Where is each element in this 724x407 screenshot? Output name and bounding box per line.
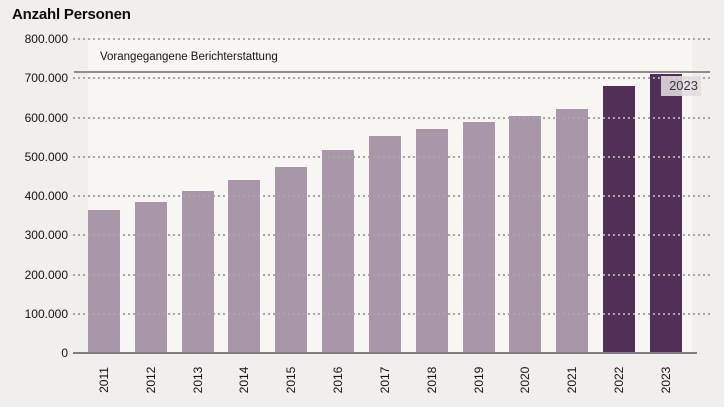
x-tick-label-2018: 2018 [424,366,439,394]
gridline-100.000 [73,312,712,315]
y-tick-label: 200.000 [24,267,68,282]
bar-2021 [556,109,589,353]
chart-title: Anzahl Personen [12,6,131,23]
x-tick-label-2021: 2021 [565,366,580,394]
y-tick-label: 300.000 [24,228,68,243]
bar-2016 [322,149,355,353]
reference-line [74,71,710,74]
gridline-800.000 [73,38,712,40]
gridline-500.000 [73,155,712,158]
x-tick-label-2022: 2022 [612,366,627,394]
x-tick-label-2014: 2014 [237,366,252,394]
x-tick-label-2011: 2011 [97,367,111,393]
y-tick-label: 400.000 [24,189,68,203]
reference-line-label: Vorangegangene Berichterstattung [100,51,278,63]
x-tick-label-2019: 2019 [471,366,486,394]
y-tick-label: 800.000 [24,32,68,46]
x-tick-label-2023: 2023 [658,366,673,394]
bar-2015 [275,166,308,353]
bar-2012 [134,201,167,353]
y-tick-label: 0 [61,346,68,360]
bar-2014 [228,179,261,353]
y-tick-label: 700.000 [24,71,68,86]
bar-2018 [415,128,448,353]
highlight-year-callout: 2023 [661,76,701,96]
bar-2017 [368,136,401,353]
bar-2013 [181,191,214,353]
x-tick-label-2013: 2013 [190,366,205,394]
gridline-200.000 [73,273,712,276]
gridline-300.000 [73,234,712,237]
plot-area [88,35,692,353]
gridline-700.000 [73,77,712,80]
bar-2022 [603,86,636,353]
x-axis-line [73,352,697,354]
bar-2011 [88,209,120,353]
y-tick-label: 600.000 [24,110,68,125]
x-tick-label-2020: 2020 [518,366,533,394]
x-tick-label-2015: 2015 [284,366,299,394]
gridline-400.000 [73,195,712,197]
bar-2023 [649,74,682,353]
y-tick-label: 500.000 [24,149,68,164]
x-tick-label-2017: 2017 [377,366,392,394]
y-tick-label: 100.000 [24,306,68,321]
x-tick-label-2016: 2016 [331,366,346,394]
gridline-600.000 [73,116,712,119]
x-tick-label-2012: 2012 [143,366,158,394]
